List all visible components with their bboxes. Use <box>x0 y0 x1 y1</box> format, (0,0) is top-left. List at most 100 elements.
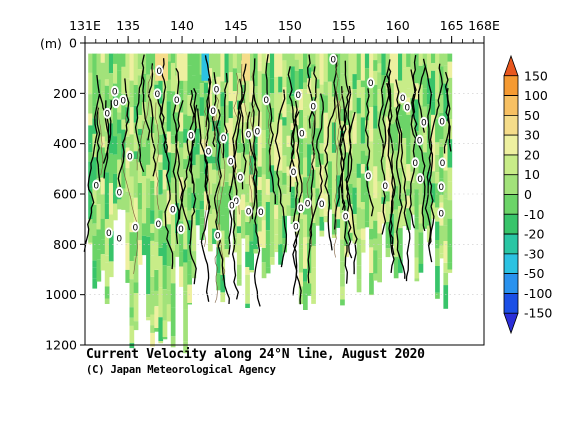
velocity-cell <box>113 203 118 221</box>
velocity-cell <box>274 77 279 109</box>
velocity-cell <box>125 53 131 79</box>
velocity-cell <box>348 100 354 111</box>
velocity-cell <box>265 202 271 231</box>
velocity-cell <box>385 201 391 222</box>
velocity-cell <box>282 194 287 216</box>
velocity-cell <box>245 78 250 108</box>
velocity-cell <box>385 248 391 258</box>
velocity-cell <box>426 225 432 243</box>
velocity-cell <box>414 278 420 282</box>
velocity-cell <box>274 53 279 78</box>
velocity-cell <box>183 249 188 263</box>
velocity-cell <box>212 163 217 170</box>
colorbar-label: -100 <box>524 286 552 301</box>
contour-label: 0 <box>104 110 110 120</box>
velocity-cell <box>228 143 234 159</box>
velocity-cell <box>265 104 271 130</box>
velocity-cell <box>447 200 453 219</box>
velocity-cell <box>245 274 250 304</box>
velocity-cell <box>278 119 283 147</box>
velocity-cell <box>232 53 238 69</box>
velocity-cell <box>208 53 213 69</box>
velocity-cell <box>269 242 275 258</box>
velocity-cell <box>307 67 312 79</box>
contour-label: 0 <box>299 130 305 140</box>
velocity-cell <box>393 76 399 108</box>
velocity-cell <box>364 222 370 228</box>
velocity-cell <box>290 130 296 159</box>
velocity-cell <box>443 170 449 180</box>
contour-line <box>175 100 191 231</box>
y-tick-label: 800 <box>53 237 77 252</box>
contour-label-bg <box>364 170 373 182</box>
colorbar-box <box>503 273 519 294</box>
contour-label-bg <box>366 77 375 89</box>
contour-label-bg <box>212 83 221 95</box>
velocity-cell <box>183 309 188 342</box>
velocity-cell <box>393 107 399 123</box>
velocity-cell <box>356 80 362 98</box>
velocity-cell <box>418 53 424 66</box>
velocity-cell <box>137 209 143 241</box>
velocity-cell <box>377 181 382 213</box>
contour-line <box>333 86 347 230</box>
y-tick-label: 1000 <box>45 287 77 302</box>
velocity-cell <box>356 53 362 68</box>
velocity-cell <box>245 107 250 122</box>
velocity-cell <box>298 248 304 273</box>
velocity-cell <box>208 122 213 130</box>
velocity-cell <box>166 61 172 80</box>
velocity-cell <box>166 266 172 291</box>
velocity-cell <box>100 177 106 195</box>
contour-label: 0 <box>206 148 212 158</box>
velocity-cell <box>208 163 213 195</box>
velocity-cell <box>129 343 135 349</box>
contour-label: 0 <box>330 56 336 66</box>
velocity-cell <box>369 129 374 142</box>
velocity-cell <box>249 174 254 203</box>
velocity-cell <box>179 89 184 113</box>
velocity-cell <box>203 93 209 117</box>
velocity-cell <box>104 255 110 263</box>
velocity-cell <box>373 84 378 106</box>
velocity-cell <box>150 291 155 315</box>
velocity-cell <box>398 259 403 273</box>
velocity-cell <box>298 174 304 205</box>
velocity-cell <box>220 106 226 116</box>
velocity-cell <box>253 185 259 217</box>
velocity-cell <box>418 232 424 264</box>
velocity-cell <box>232 203 238 216</box>
velocity-cell <box>208 83 213 112</box>
contour-line <box>136 65 153 171</box>
velocity-cell <box>179 198 184 222</box>
velocity-cell <box>108 73 114 99</box>
velocity-cell <box>319 203 325 217</box>
velocity-cell <box>150 188 155 195</box>
velocity-cell <box>249 270 254 273</box>
contour-label-bg <box>398 92 407 104</box>
velocity-cell <box>447 53 453 62</box>
velocity-cell <box>212 209 217 229</box>
velocity-cell <box>241 103 246 123</box>
velocity-cell <box>220 81 226 93</box>
velocity-cell <box>261 73 267 101</box>
velocity-cell <box>381 115 387 147</box>
velocity-cell <box>435 266 440 293</box>
velocity-cell <box>137 69 143 76</box>
velocity-cell <box>447 262 453 270</box>
velocity-cell <box>398 104 403 116</box>
velocity-cell <box>410 69 416 99</box>
velocity-cell <box>344 152 349 181</box>
velocity-cell <box>183 230 188 250</box>
velocity-cell <box>373 198 378 221</box>
velocity-cell <box>344 219 349 246</box>
velocity-cell <box>166 216 172 225</box>
velocity-cell <box>331 144 337 153</box>
x-axis: 131E 135 140 145 150 155 160 165 168E <box>69 18 500 43</box>
velocity-cell <box>212 156 217 164</box>
velocity-cell <box>426 78 432 105</box>
velocity-cell <box>129 317 135 326</box>
velocity-cell <box>195 110 201 129</box>
contour-label-bg <box>153 88 162 100</box>
